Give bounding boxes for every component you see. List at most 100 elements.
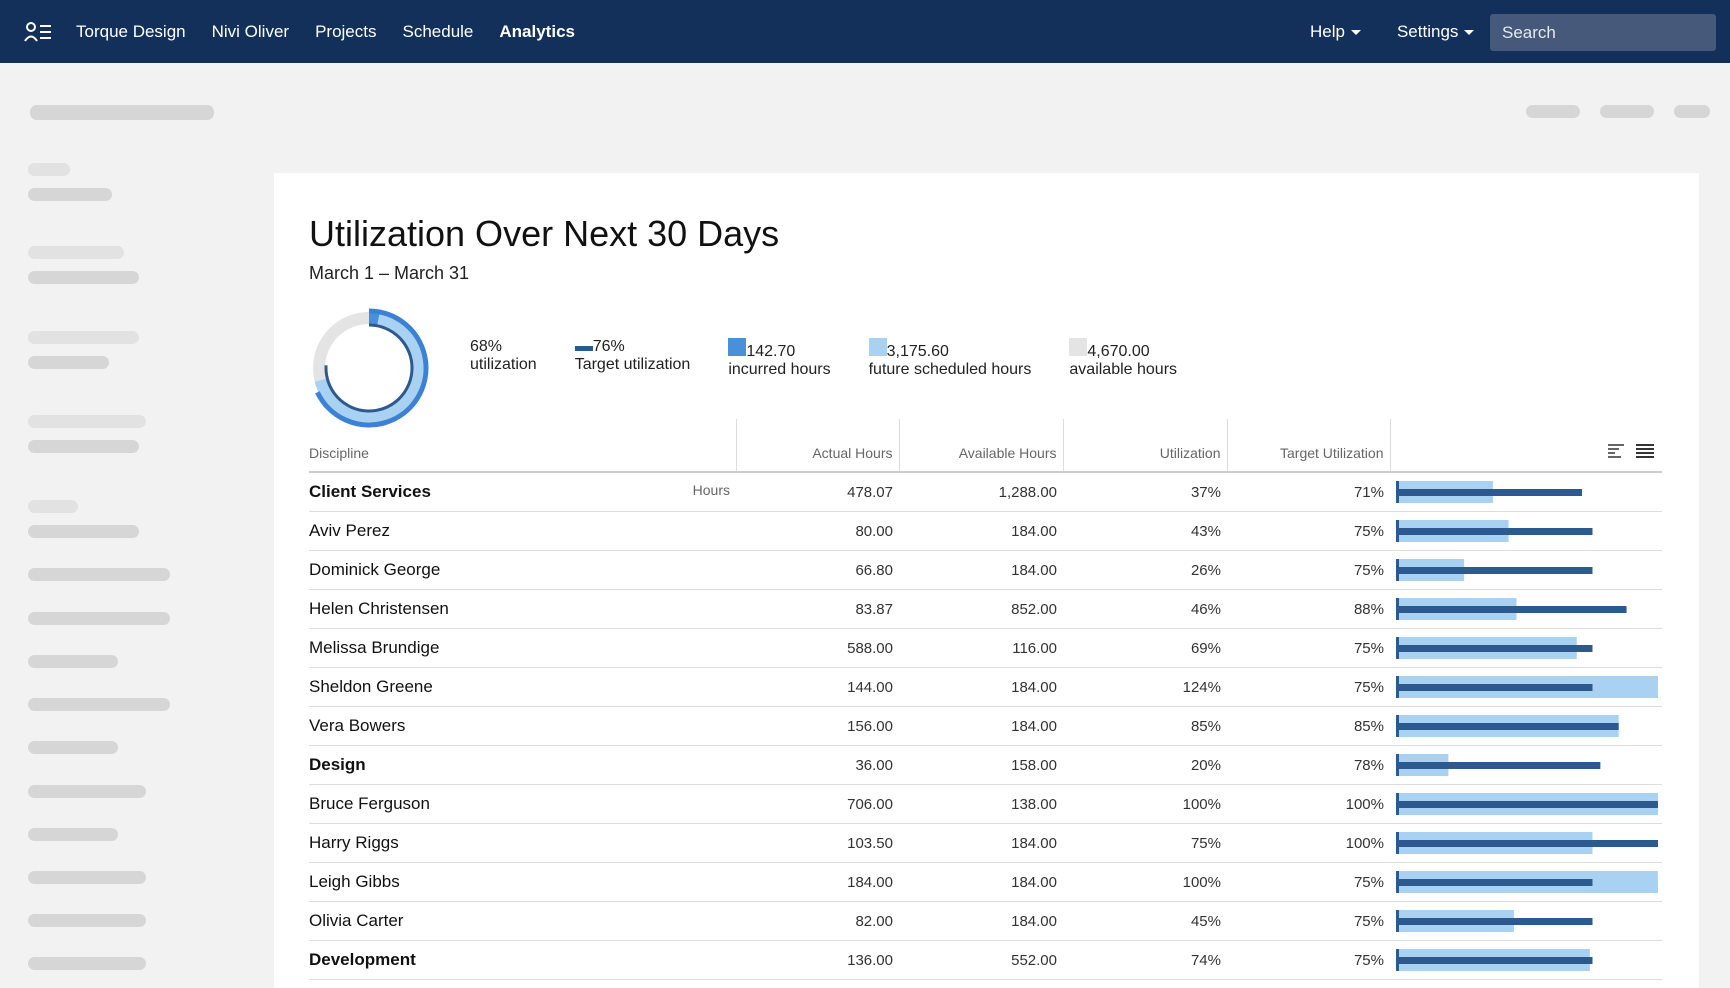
- table-row: Design 36.00 158.00 20% 78%: [309, 745, 1662, 785]
- stat: 76% Target utilization: [574, 338, 691, 379]
- available-hours: 184.00: [899, 667, 1063, 707]
- target-bar: [1396, 645, 1593, 652]
- bar-origin: [1396, 793, 1399, 815]
- bar-origin: [1396, 871, 1399, 893]
- nav-link[interactable]: Torque Design: [76, 21, 186, 41]
- column-header: Utilization: [1062, 419, 1227, 473]
- bar-cell: [1390, 940, 1662, 980]
- bar-origin: [1396, 559, 1399, 581]
- skeleton-bar: [28, 271, 139, 284]
- utilization: 38%: [1063, 979, 1227, 988]
- actual-hours: 136.00: [736, 940, 899, 980]
- view-icons[interactable]: [1606, 442, 1656, 458]
- available-hours: 184.00: [899, 979, 1063, 988]
- discipline: Vera Bowers: [309, 716, 406, 735]
- column-header: Discipline: [309, 419, 736, 473]
- available-hours: 116.00: [899, 628, 1063, 668]
- discipline: Design: [309, 755, 366, 774]
- nav-link[interactable]: Projects: [315, 21, 377, 41]
- discipline-cell: Melissa Brundige: [309, 628, 736, 668]
- skeleton-bar: [1674, 105, 1710, 118]
- stat-label: incurred hours: [728, 361, 831, 378]
- stat-label: available hours: [1069, 361, 1178, 378]
- utilization: 26%: [1063, 550, 1227, 590]
- stat: 68% utilization: [470, 338, 537, 379]
- logo[interactable]: [24, 21, 52, 45]
- nav-link[interactable]: Schedule: [402, 21, 474, 41]
- utilization-arc: [315, 308, 429, 428]
- table-row: Aviv Perez 80.00 184.00 43% 75%: [309, 511, 1662, 551]
- actual-hours: 80.00: [736, 511, 899, 551]
- stat: 4,670.00 available hours: [1069, 338, 1177, 379]
- actual-hours: 66.80: [736, 550, 899, 590]
- discipline-cell: Dominick George: [309, 550, 736, 590]
- stat-label: Target utilization: [574, 356, 691, 373]
- target-utilization: 75%: [1227, 940, 1390, 980]
- actual-hours: 184.00: [736, 862, 899, 902]
- discipline: Dominick George: [309, 560, 441, 579]
- table-row: Sheldon Greene 144.00 184.00 124% 75%: [309, 667, 1662, 707]
- donut-chart: [313, 308, 429, 428]
- target-bar: [1396, 489, 1583, 496]
- target-utilization: 78%: [1227, 745, 1390, 785]
- target-bar: [1396, 762, 1601, 769]
- nav-link[interactable]: Nivi Oliver: [211, 21, 290, 41]
- table-row: Helen Christensen 83.87 852.00 46% 88%: [309, 589, 1662, 629]
- skeleton-bar: [28, 612, 170, 625]
- bar-chart: [1396, 520, 1593, 542]
- stat-value-row: 68%: [470, 338, 537, 356]
- skeleton-bar: [1600, 105, 1654, 118]
- incurred-arc: [368, 312, 380, 325]
- discipline-cell: Aviv Perez: [309, 511, 736, 551]
- table-row: Vera Bowers 156.00 184.00 85% 85%: [309, 706, 1662, 746]
- target-utilization: 71%: [1227, 472, 1390, 512]
- bar-cell: [1390, 823, 1662, 863]
- discipline-cell: Sheldon Greene: [309, 667, 736, 707]
- available-hours: 138.00: [899, 784, 1063, 824]
- discipline-cell: Roderick Edwards: [309, 979, 736, 988]
- nav-link[interactable]: Analytics: [499, 21, 575, 41]
- nav-menu[interactable]: Help: [1310, 22, 1361, 42]
- bar-cell: [1390, 706, 1662, 746]
- bar-chart: [1396, 832, 1658, 854]
- stat-value: 142.70: [746, 343, 796, 360]
- skeleton-bar: [28, 568, 170, 581]
- legend-swatch: [868, 338, 887, 356]
- available-hours: 552.00: [899, 940, 1063, 980]
- target-bar: [1396, 957, 1593, 964]
- bar-chart: [1396, 754, 1601, 776]
- discipline-cell: Helen Christensen: [309, 589, 736, 629]
- table-row: Dominick George 66.80 184.00 26% 75%: [309, 550, 1662, 590]
- bar-chart: [1396, 598, 1627, 620]
- utilization: 45%: [1063, 901, 1227, 941]
- table-row: Client Services Hours 478.07 1,288.00 37% 71%: [309, 472, 1662, 512]
- discipline-cell: Harry Riggs: [309, 823, 736, 863]
- utilization: 43%: [1063, 511, 1227, 551]
- discipline-cell: Client Services Hours: [309, 472, 736, 512]
- target-arc: [324, 323, 414, 413]
- table-row: Harry Riggs 103.50 184.00 75% 100%: [309, 823, 1662, 863]
- bar-cell: [1390, 784, 1662, 824]
- target-utilization: 75%: [1227, 550, 1390, 590]
- bar-chart: [1396, 637, 1593, 659]
- target-bar: [1396, 567, 1593, 574]
- target-utilization: 75%: [1227, 667, 1390, 707]
- nav-menu[interactable]: Settings: [1397, 22, 1474, 42]
- utilization: 69%: [1063, 628, 1227, 668]
- search-box[interactable]: Search: [1490, 14, 1716, 51]
- stat-value-row: 76%: [574, 338, 691, 356]
- stat-value: 68%: [470, 338, 503, 355]
- target-utilization: 100%: [1227, 784, 1390, 824]
- utilization: 100%: [1063, 784, 1227, 824]
- nav-menus: Help Settings: [1310, 0, 1474, 63]
- actual-hours: 478.07: [736, 472, 899, 512]
- target-bar: [1396, 879, 1593, 886]
- available-hours: 184.00: [899, 550, 1063, 590]
- bar-origin: [1396, 637, 1399, 659]
- target-bar: [1396, 840, 1658, 847]
- skeleton-bar: [28, 655, 118, 668]
- table-row: Development 136.00 552.00 74% 75%: [309, 940, 1662, 980]
